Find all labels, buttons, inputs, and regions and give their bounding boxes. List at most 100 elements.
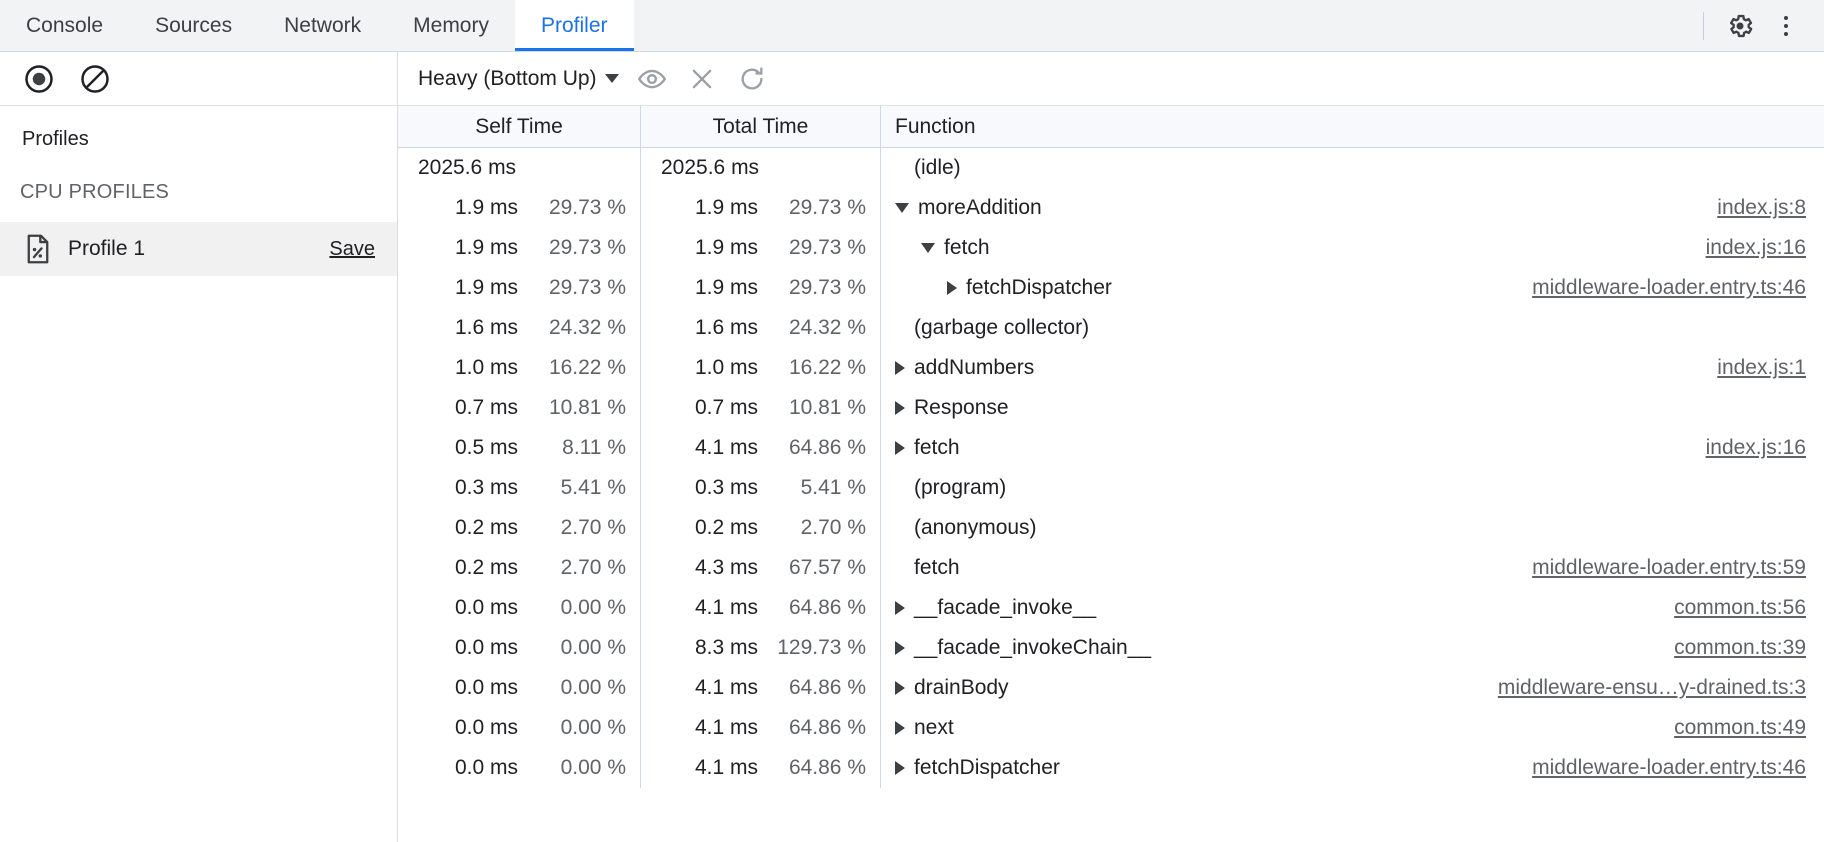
- cell-total-time: 4.1 ms 64.86 %: [641, 428, 881, 468]
- chevron-right-icon[interactable]: [895, 441, 905, 455]
- profiler-body: Profiles CPU PROFILES Profile 1 Save Sel…: [0, 106, 1824, 842]
- chevron-right-icon[interactable]: [895, 401, 905, 415]
- total-time-percent: 29.73 %: [788, 236, 866, 259]
- chevron-right-icon[interactable]: [895, 761, 905, 775]
- table-row[interactable]: 0.0 ms 0.00 % 4.1 ms 64.86 % drainBody middle…: [398, 668, 1824, 708]
- close-x-icon[interactable]: [679, 58, 725, 100]
- table-row[interactable]: 0.0 ms 0.00 % 4.1 ms 64.86 % next common.ts:4…: [398, 708, 1824, 748]
- total-time-ms: 0.7 ms: [694, 396, 758, 419]
- record-circle-icon[interactable]: [16, 58, 62, 100]
- view-mode-select[interactable]: Heavy (Bottom Up): [412, 63, 625, 95]
- cell-self-time: 0.0 ms 0.00 %: [398, 708, 641, 748]
- cell-total-time: 0.7 ms 10.81 %: [641, 388, 881, 428]
- kebab-menu-icon[interactable]: [1766, 6, 1806, 46]
- self-time-percent: 2.70 %: [560, 516, 626, 539]
- chevron-down-icon[interactable]: [895, 203, 909, 213]
- function-name: addNumbers: [914, 356, 1035, 379]
- self-time-ms: 0.0 ms: [454, 756, 518, 779]
- self-time-percent: 10.81 %: [548, 396, 626, 419]
- sidebar-item-profile-1[interactable]: Profile 1 Save: [0, 222, 397, 276]
- self-time-ms: 2025.6 ms: [418, 156, 517, 179]
- source-link[interactable]: index.js:1: [1717, 356, 1806, 379]
- function-name: drainBody: [914, 676, 1009, 699]
- source-link[interactable]: index.js:16: [1705, 436, 1806, 459]
- cell-total-time: 1.6 ms 24.32 %: [641, 308, 881, 348]
- table-row[interactable]: 1.9 ms 29.73 % 1.9 ms 29.73 % fetchDispatche…: [398, 268, 1824, 308]
- cell-total-time: 0.3 ms 5.41 %: [641, 468, 881, 508]
- chevron-down-icon[interactable]: [921, 243, 935, 253]
- chevron-right-icon[interactable]: [895, 721, 905, 735]
- chevron-right-icon[interactable]: [895, 601, 905, 615]
- tab-sources[interactable]: Sources: [155, 13, 233, 37]
- cell-function: next common.ts:49: [881, 708, 1824, 748]
- table-row[interactable]: 0.5 ms 8.11 % 4.1 ms 64.86 % fetch index.js:1…: [398, 428, 1824, 468]
- chevron-right-icon[interactable]: [895, 641, 905, 655]
- refresh-icon[interactable]: [729, 58, 775, 100]
- cell-self-time: 1.9 ms 29.73 %: [398, 268, 641, 308]
- source-link[interactable]: index.js:16: [1705, 236, 1806, 259]
- table-row[interactable]: 1.6 ms 24.32 % 1.6 ms 24.32 % (garbage colle…: [398, 308, 1824, 348]
- gear-icon[interactable]: [1720, 6, 1760, 46]
- tab-console[interactable]: Console: [26, 13, 104, 37]
- table-row[interactable]: 1.9 ms 29.73 % 1.9 ms 29.73 % moreAddition in…: [398, 188, 1824, 228]
- table-row[interactable]: 2025.6 ms 2025.6 ms (idle): [398, 148, 1824, 188]
- function-name: fetchDispatcher: [914, 756, 1060, 779]
- self-time-ms: 0.5 ms: [454, 436, 518, 459]
- sidebar-title: Profiles: [22, 128, 89, 150]
- cell-total-time: 0.2 ms 2.70 %: [641, 508, 881, 548]
- function-name: __facade_invoke__: [914, 596, 1097, 619]
- total-time-ms: 1.9 ms: [694, 236, 758, 259]
- save-profile-link[interactable]: Save: [329, 237, 375, 260]
- tab-memory[interactable]: Memory: [413, 13, 489, 37]
- self-time-percent: 29.73 %: [548, 276, 626, 299]
- cell-function: (garbage collector): [881, 308, 1824, 348]
- total-time-ms: 4.1 ms: [694, 596, 758, 619]
- self-time-percent: 29.73 %: [548, 236, 626, 259]
- cell-function: fetchDispatcher middleware-loader.entry.t…: [881, 268, 1824, 308]
- self-time-ms: 0.0 ms: [454, 596, 518, 619]
- chevron-right-icon[interactable]: [895, 361, 905, 375]
- tab-list: Console Sources Network Memory Profiler: [0, 0, 634, 51]
- total-time-ms: 0.2 ms: [694, 516, 758, 539]
- source-link[interactable]: middleware-loader.entry.ts:46: [1532, 276, 1806, 299]
- cell-function: fetchDispatcher middleware-loader.entry.t…: [881, 748, 1824, 788]
- self-time-percent: 0.00 %: [560, 676, 626, 699]
- column-header-function[interactable]: Function: [895, 114, 976, 138]
- self-time-percent: 5.41 %: [560, 476, 626, 499]
- table-row[interactable]: 0.0 ms 0.00 % 8.3 ms 129.73 % __facade_invok…: [398, 628, 1824, 668]
- chevron-right-icon[interactable]: [947, 281, 957, 295]
- table-row[interactable]: 0.2 ms 2.70 % 0.2 ms 2.70 % (anonymous): [398, 508, 1824, 548]
- cell-total-time: 4.3 ms 67.57 %: [641, 548, 881, 588]
- cell-function: Response: [881, 388, 1824, 428]
- profiler-toolbar: Heavy (Bottom Up): [0, 52, 1824, 106]
- tab-profiler[interactable]: Profiler: [514, 0, 634, 51]
- clear-no-entry-icon[interactable]: [72, 58, 118, 100]
- cell-total-time: 4.1 ms 64.86 %: [641, 748, 881, 788]
- chevron-right-icon[interactable]: [895, 681, 905, 695]
- total-time-ms: 1.9 ms: [694, 196, 758, 219]
- source-link[interactable]: common.ts:39: [1674, 636, 1806, 659]
- table-row[interactable]: 0.0 ms 0.00 % 4.1 ms 64.86 % fetchDispatcher…: [398, 748, 1824, 788]
- source-link[interactable]: middleware-ensu…y-drained.ts:3: [1497, 676, 1806, 699]
- source-link[interactable]: common.ts:49: [1674, 716, 1806, 739]
- function-name: __facade_invokeChain__: [914, 636, 1152, 659]
- source-link[interactable]: index.js:8: [1717, 196, 1806, 219]
- eye-icon[interactable]: [629, 58, 675, 100]
- table-row[interactable]: 0.2 ms 2.70 % 4.3 ms 67.57 % fetch middleware…: [398, 548, 1824, 588]
- table-row[interactable]: 1.9 ms 29.73 % 1.9 ms 29.73 % fetch index.js:…: [398, 228, 1824, 268]
- source-link[interactable]: common.ts:56: [1674, 596, 1806, 619]
- source-link[interactable]: middleware-loader.entry.ts:46: [1532, 756, 1806, 779]
- table-row[interactable]: 1.0 ms 16.22 % 1.0 ms 16.22 % addNumbers inde…: [398, 348, 1824, 388]
- total-time-ms: 4.1 ms: [694, 756, 758, 779]
- cell-total-time: 2025.6 ms: [641, 148, 881, 188]
- column-header-self-time[interactable]: Self Time: [398, 106, 641, 147]
- source-link[interactable]: middleware-loader.entry.ts:59: [1532, 556, 1806, 579]
- column-header-total-time[interactable]: Total Time: [641, 106, 881, 147]
- cell-total-time: 4.1 ms 64.86 %: [641, 588, 881, 628]
- table-row[interactable]: 0.7 ms 10.81 % 0.7 ms 10.81 % Response: [398, 388, 1824, 428]
- total-time-ms: 1.6 ms: [694, 316, 758, 339]
- total-time-ms: 1.0 ms: [694, 356, 758, 379]
- table-row[interactable]: 0.0 ms 0.00 % 4.1 ms 64.86 % __facade_invoke…: [398, 588, 1824, 628]
- tab-network[interactable]: Network: [284, 13, 362, 37]
- table-row[interactable]: 0.3 ms 5.41 % 0.3 ms 5.41 % (program): [398, 468, 1824, 508]
